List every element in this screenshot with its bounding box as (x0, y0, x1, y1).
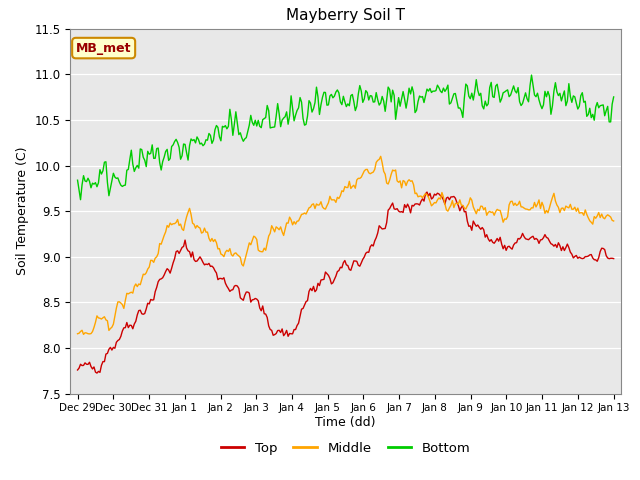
X-axis label: Time (dd): Time (dd) (316, 416, 376, 429)
Legend: Top, Middle, Bottom: Top, Middle, Bottom (215, 436, 476, 460)
Text: MB_met: MB_met (76, 42, 131, 55)
Y-axis label: Soil Temperature (C): Soil Temperature (C) (16, 147, 29, 276)
Title: Mayberry Soil T: Mayberry Soil T (286, 9, 405, 24)
